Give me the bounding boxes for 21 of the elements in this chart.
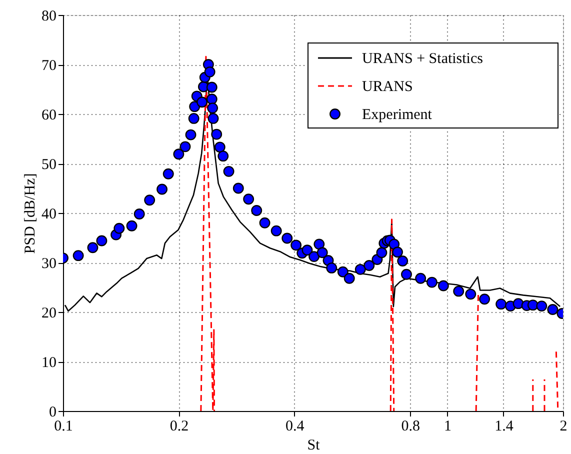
legend-label: URANS + Statistics [362,51,484,67]
y-tick-label: 20 [42,306,56,322]
legend-label: Experiment [362,107,433,123]
y-tick-label: 30 [42,256,56,272]
x-tick-label: 1 [444,418,452,434]
x-tick-label: 0.2 [170,418,189,434]
x-tick-label: 0.4 [286,418,305,434]
legend-label: URANS [362,79,413,95]
x-axis-title: St [307,438,321,454]
x-tick-label: 2 [560,418,568,434]
y-tick-label: 60 [42,108,56,124]
x-tick-label: 1.4 [494,418,514,434]
y-tick-label: 70 [42,58,56,74]
y-tick-label: 40 [42,206,56,222]
y-tick-label: 10 [42,355,56,371]
x-tick-label: 0.8 [401,418,420,434]
y-tick-label: 50 [42,157,56,173]
y-axis-title: PSD [dB/Hz] [22,173,38,254]
x-tick-label: 0.1 [54,418,73,434]
y-tick-label: 0 [49,404,56,420]
y-tick-label: 80 [42,8,56,24]
